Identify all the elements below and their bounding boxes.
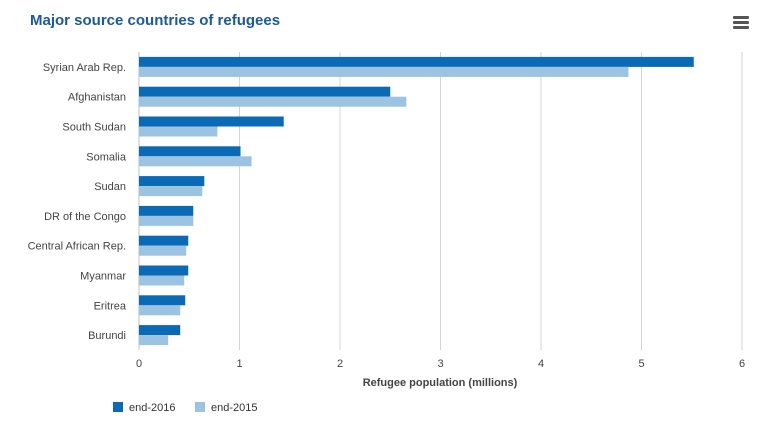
x-tick-label: 0 [136,358,142,370]
x-tick-labels: 0 1 2 3 4 5 6 [136,358,745,370]
bar-end-2015[interactable] [139,305,181,316]
bar-end-2016[interactable] [139,235,189,246]
bar-end-2015[interactable] [139,126,218,137]
x-tick-label: 5 [638,358,644,370]
category-labels: Syrian Arab Rep. Afghanistan South Sudan So… [28,62,127,342]
bar-end-2015[interactable] [139,215,194,226]
bar-end-2016[interactable] [139,116,284,127]
bar-end-2016[interactable] [139,176,205,187]
category-label: Syrian Arab Rep. [43,62,126,74]
legend-label[interactable]: end-2016 [129,402,176,414]
x-tick-label: 3 [437,358,443,370]
x-tick-label: 4 [538,358,544,370]
grid-lines [138,52,743,350]
category-label: South Sudan [62,122,126,134]
x-tick-label: 2 [337,358,343,370]
x-axis-title: Refugee population (millions) [363,377,518,389]
bar-end-2015[interactable] [139,156,252,167]
legend-swatch[interactable] [195,402,205,412]
bar-end-2016[interactable] [139,295,186,306]
bars [139,56,694,346]
hamburger-menu-icon[interactable] [733,16,749,30]
bar-end-2016[interactable] [139,325,181,336]
bar-end-2015[interactable] [139,96,407,107]
category-label: Myanmar [80,271,126,283]
category-label: Somalia [86,151,127,163]
category-label: Eritrea [94,300,127,312]
bar-end-2015[interactable] [139,186,203,197]
bar-end-2015[interactable] [139,335,169,346]
chart-title: Major source countries of refugees [30,12,281,29]
category-label: Sudan [94,181,126,193]
bar-end-2015[interactable] [139,275,185,286]
x-tick-label: 1 [236,358,242,370]
legend[interactable]: end-2016 end-2015 [113,402,258,414]
category-label: Afghanistan [68,92,126,104]
bar-end-2016[interactable] [139,265,189,276]
bar-end-2015[interactable] [139,66,629,77]
category-label: DR of the Congo [44,211,126,223]
bar-end-2016[interactable] [139,205,194,216]
category-label: Central African Rep. [28,241,126,253]
bar-end-2015[interactable] [139,245,187,256]
legend-label[interactable]: end-2015 [211,402,258,414]
category-label: Burundi [88,330,126,342]
bar-end-2016[interactable] [139,146,241,157]
legend-swatch[interactable] [113,402,123,412]
bar-end-2016[interactable] [139,86,391,97]
x-tick-label: 6 [739,358,745,370]
bar-end-2016[interactable] [139,56,694,67]
